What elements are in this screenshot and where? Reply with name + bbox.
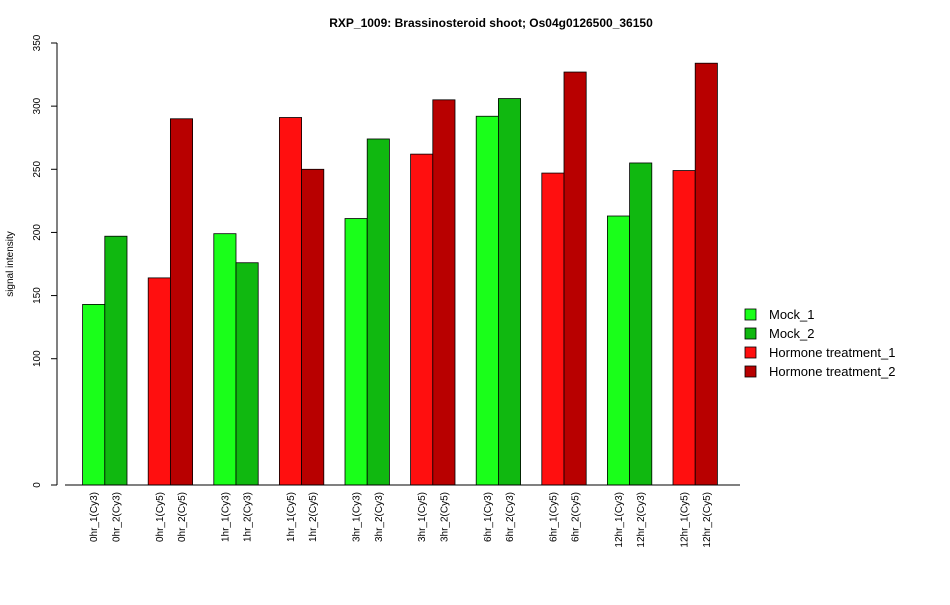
x-tick-label: 1hr_2(Cy5)	[308, 492, 319, 542]
y-tick-label: 350	[32, 34, 43, 51]
legend-label: Hormone treatment_2	[769, 364, 895, 379]
x-tick-label: 3hr_1(Cy5)	[417, 492, 428, 542]
x-tick-label: 6hr_1(Cy5)	[548, 492, 559, 542]
bar	[629, 162, 653, 486]
legend-swatch	[744, 365, 757, 378]
bar	[344, 218, 368, 486]
x-tick-label: 6hr_2(Cy3)	[505, 492, 516, 542]
y-axis-label: signal intensity	[5, 231, 16, 297]
y-axis: 0 100 150 200 250 300 350	[32, 34, 58, 488]
legend-label: Mock_2	[769, 326, 815, 341]
bar	[235, 262, 259, 486]
bar	[213, 233, 237, 486]
bar	[147, 277, 171, 486]
bar	[104, 235, 128, 486]
bar	[607, 215, 631, 486]
bar	[410, 153, 434, 486]
x-tick-label: 12hr_1(Cy5)	[680, 492, 691, 548]
bar	[563, 71, 587, 486]
x-tick-label: 0hr_2(Cy5)	[177, 492, 188, 542]
y-tick-label: 200	[32, 224, 43, 241]
x-tick-label: 1hr_2(Cy3)	[243, 492, 254, 542]
bar	[497, 98, 521, 486]
x-tick-label: 6hr_2(Cy5)	[571, 492, 582, 542]
y-tick-label: 100	[32, 350, 43, 367]
x-tick-label: 0hr_1(Cy5)	[155, 492, 166, 542]
chart-title: RXP_1009: Brassinosteroid shoot; Os04g01…	[329, 16, 653, 30]
legend-label: Mock_1	[769, 307, 815, 322]
x-tick-label: 1hr_1(Cy5)	[286, 492, 297, 542]
legend-swatch	[744, 308, 757, 321]
y-tick-label: 250	[32, 161, 43, 178]
x-tick-label: 12hr_2(Cy5)	[702, 492, 713, 548]
x-tick-label: 0hr_2(Cy3)	[111, 492, 122, 542]
bar	[475, 115, 499, 486]
x-tick-label: 3hr_2(Cy3)	[374, 492, 385, 542]
y-tick-label: 150	[32, 287, 43, 304]
bar	[432, 99, 456, 486]
legend-swatch	[744, 327, 757, 340]
x-tick-label: 3hr_2(Cy5)	[439, 492, 450, 542]
bar	[301, 168, 325, 486]
bar	[82, 304, 106, 486]
bar	[366, 138, 390, 486]
x-tick-label: 3hr_1(Cy3)	[352, 492, 363, 542]
legend: Mock_1 Mock_2 Hormone treatment_1 Hormone t…	[744, 307, 895, 379]
y-tick-label: 0	[32, 482, 43, 488]
x-tick-label: 1hr_1(Cy3)	[220, 492, 231, 542]
category-labels: 0hr_1(Cy3) 0hr_2(Cy3) 0hr_1(Cy5) 0hr_2(Cy5)…	[89, 492, 713, 548]
legend-swatch	[744, 346, 757, 359]
bar	[169, 118, 193, 486]
x-tick-label: 12hr_1(Cy3)	[614, 492, 625, 548]
x-tick-label: 12hr_2(Cy3)	[636, 492, 647, 548]
bar	[278, 117, 302, 486]
x-tick-label: 6hr_1(Cy3)	[483, 492, 494, 542]
bars-group	[82, 62, 718, 486]
bar	[672, 170, 696, 486]
y-tick-label: 300	[32, 97, 43, 114]
x-tick-label: 0hr_1(Cy3)	[89, 492, 100, 542]
bar	[541, 172, 565, 486]
bar	[694, 62, 718, 486]
legend-label: Hormone treatment_1	[769, 345, 895, 360]
